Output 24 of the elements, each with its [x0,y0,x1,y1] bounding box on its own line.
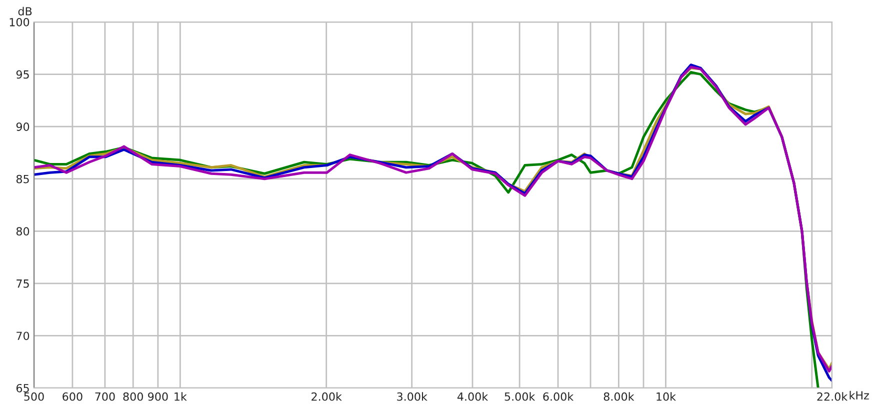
x-tick-label: 4.00k [457,392,488,401]
x-tick-label: 22.0k [817,392,848,401]
x-tick-label: 3.00k [397,392,428,401]
x-axis-title: kHz [850,390,869,400]
x-tick-label: 700 [95,392,115,401]
x-tick-label: 5.00k [504,392,536,401]
y-axis-title: dB [18,6,32,16]
x-tick-label: 6.00k [543,392,574,401]
y-tick-label: 85 [16,174,29,184]
x-tick-label: 600 [62,392,82,401]
y-tick-label: 80 [16,227,30,236]
x-tick-label: 10k [656,392,676,401]
y-tick-label: 65 [16,384,29,392]
x-tick-label: 1k [174,392,187,401]
x-tick-label: 500 [24,392,44,401]
y-tick-label: 90 [16,122,30,131]
y-tick-label: 95 [16,70,29,79]
x-tick-label: 800 [123,392,143,401]
x-tick-label: 8.00k [604,392,634,401]
y-tick-label: 75 [16,280,29,288]
x-tick-label: 2.00k [312,392,342,401]
y-tick-label: 100 [10,18,30,26]
x-tick-label: 900 [148,392,168,401]
y-tick-label: 70 [16,332,30,340]
